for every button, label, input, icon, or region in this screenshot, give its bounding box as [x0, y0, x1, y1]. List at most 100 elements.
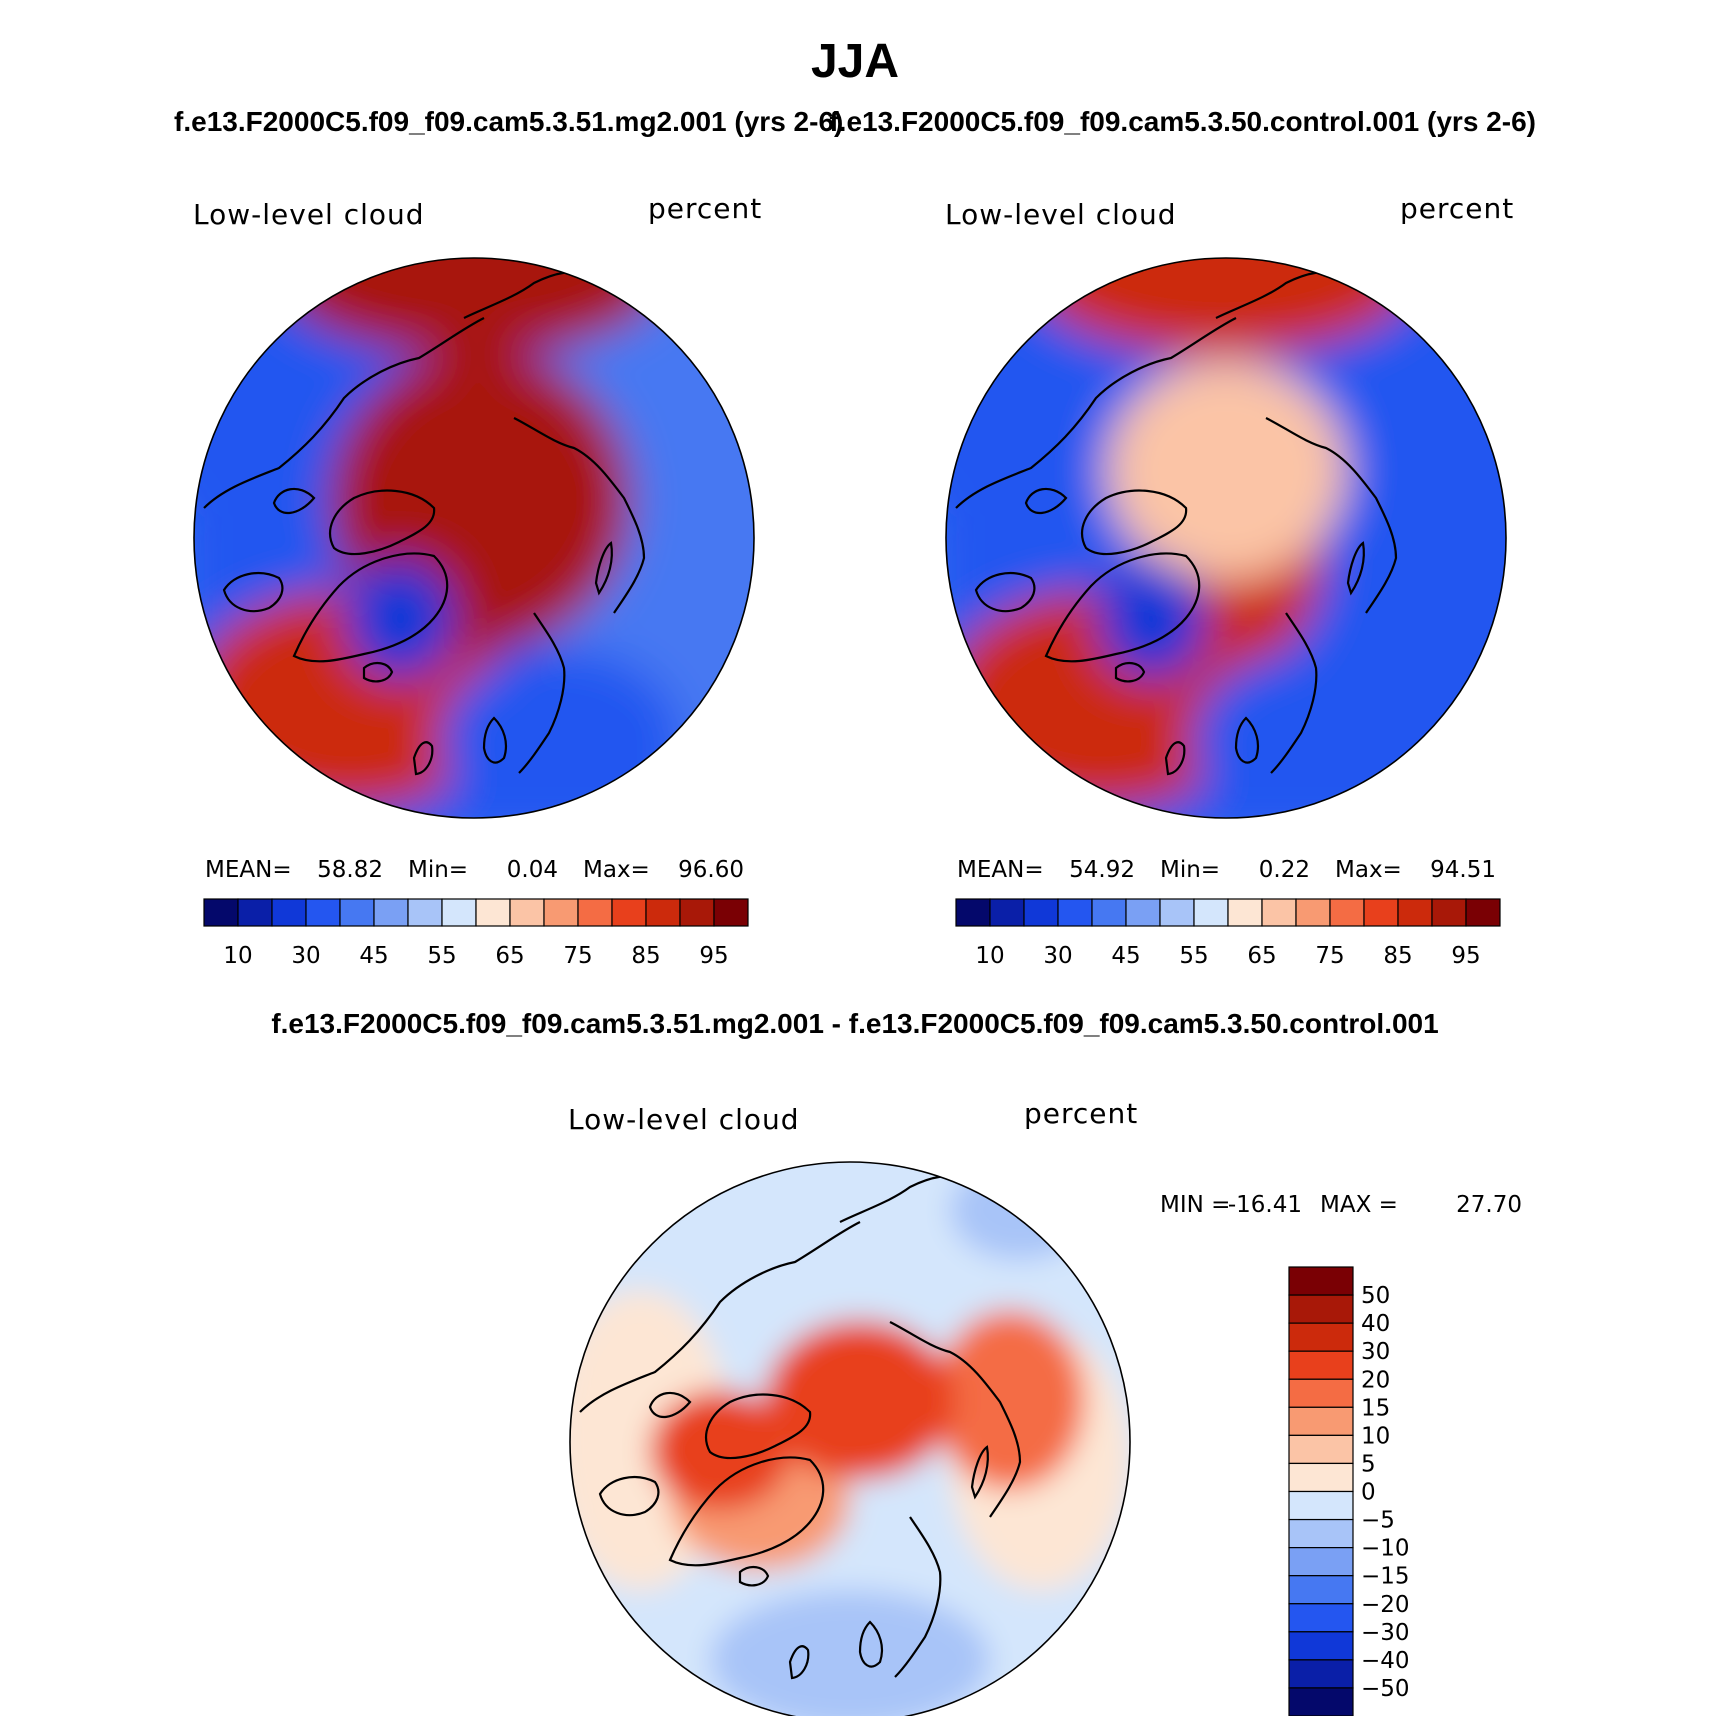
panel3-colorbar-tick-label: 50 [1361, 1283, 1390, 1309]
panel3-colorbar-tick-label: 0 [1361, 1480, 1376, 1506]
panel2-region-greenland [1097, 560, 1207, 680]
panel3-colorbar-tick-label: −15 [1361, 1564, 1410, 1590]
panel1-colorbar-swatch [305, 898, 341, 927]
panel2-colorbar-swatch [1431, 898, 1467, 927]
panel3-variable-label: Low-level cloud [568, 1103, 800, 1136]
panel3-colorbar-swatch [1288, 1490, 1354, 1521]
panel2-region-north-america [946, 300, 1122, 540]
panel2-colorbar-tick-label: 95 [1451, 943, 1480, 969]
panel2-mean-value: 54.92 [1069, 857, 1135, 883]
panel1-colorbar-tick-label: 55 [427, 943, 456, 969]
panel1-map [193, 257, 755, 819]
panel1-colorbar-swatch [203, 898, 239, 927]
panel2-region-siberia [1272, 260, 1506, 780]
panel2-stats: MEAN= 54.92 Min= 0.22 Max= 94.51 [957, 857, 1496, 883]
panel2-colorbar-swatch [1193, 898, 1229, 927]
panel3-colorbar-tick-label: −30 [1361, 1620, 1410, 1646]
panel2-colorbar-tick-label: 65 [1247, 943, 1276, 969]
panel1-colorbar-swatch [611, 898, 647, 927]
panel3-colorbar-tick-label: 40 [1361, 1311, 1390, 1337]
panel3-colorbar-swatch [1288, 1434, 1354, 1465]
panel1-colorbar-tick-label: 10 [223, 943, 252, 969]
panel1-max-value: 96.60 [678, 857, 744, 883]
panel2-colorbar-tick-label: 30 [1043, 943, 1072, 969]
panel2-colorbar-swatch [1363, 898, 1399, 927]
panel3-colorbar-tick-label: −5 [1361, 1508, 1395, 1534]
panel3-colorbar-tick-label: −40 [1361, 1648, 1410, 1674]
panel1-colorbar-swatch [713, 898, 749, 927]
panel2-min-value: 0.22 [1259, 857, 1310, 883]
panel1-colorbar-swatch [645, 898, 681, 927]
panel1-colorbar-tick-label: 30 [291, 943, 320, 969]
panel3-colorbar-swatch [1288, 1266, 1354, 1296]
panel2-colorbar-swatch [1261, 898, 1297, 927]
panel1-colorbar-tick-label: 65 [495, 943, 524, 969]
panel2-colorbar-swatch [1159, 898, 1195, 927]
panel2-region-north-pacific [1032, 258, 1412, 355]
panel2-colorbar-swatch [1057, 898, 1093, 927]
panel2-colorbar-tick-label: 75 [1315, 943, 1344, 969]
panel3-region-europe [710, 1590, 990, 1716]
panel1-colorbar-tick-label: 85 [631, 943, 660, 969]
panel1-max-label: Max= [583, 857, 650, 883]
panel3-colorbar-tick-label: −20 [1361, 1592, 1410, 1618]
panel2-colorbar-swatch [1125, 898, 1161, 927]
panel3-colorbar-swatch [1288, 1603, 1354, 1633]
panel2-colorbar: 10 30 45 55 65 75 85 95 [955, 898, 1501, 969]
panel1-region-siberia [520, 260, 754, 780]
panel3-colorbar-swatch [1288, 1462, 1354, 1493]
panel1-region-north-america [194, 300, 370, 540]
panel3-colorbar-swatch [1288, 1406, 1354, 1436]
panel3-colorbar-swatch [1288, 1322, 1354, 1352]
panel3-colorbar-tick-label: −10 [1361, 1536, 1410, 1562]
panel2-colorbar-swatch [1397, 898, 1433, 927]
panel1-units-label: percent [648, 192, 763, 225]
subtitle-right-case: f.e13.F2000C5.f09_f09.cam5.3.50.control.… [829, 106, 1536, 137]
panel3-colorbar-swatch [1288, 1518, 1354, 1549]
panel3-map [569, 1161, 1131, 1716]
panel2-region-scandinavia [1192, 650, 1432, 818]
panel2-max-label: Max= [1335, 857, 1402, 883]
panel3-region-archipelago [650, 1390, 790, 1510]
panel1-colorbar-swatch [339, 898, 375, 927]
panel1-colorbar-swatch [475, 898, 511, 927]
panel2-map [945, 257, 1507, 819]
panel3-colorbar-tick-label: 30 [1361, 1339, 1390, 1365]
panel3-colorbar-tick-label: 20 [1361, 1367, 1390, 1393]
panel3-region-north-pacific [950, 1162, 1090, 1260]
panel1-mean-value: 58.82 [317, 857, 383, 883]
panel2-colorbar-tick-label: 55 [1179, 943, 1208, 969]
panel1-colorbar-tick-label: 45 [359, 943, 388, 969]
panel3-colorbar-swatch [1288, 1575, 1354, 1605]
panel3-units-label: percent [1024, 1097, 1139, 1130]
panel1-colorbar-swatch [577, 898, 613, 927]
panel3-max-value: 27.70 [1456, 1192, 1522, 1218]
panel1-disk-border [193, 257, 755, 819]
panel2-min-label: Min= [1160, 857, 1220, 883]
panel3-colorbar-tick-label: 10 [1361, 1423, 1390, 1449]
panel2-colorbar-swatch [1227, 898, 1263, 927]
panel2-colorbar-swatch [1329, 898, 1365, 927]
panel2-colorbar-swatch [989, 898, 1025, 927]
panel1-region-north-pacific [280, 258, 660, 355]
panel1-min-label: Min= [408, 857, 468, 883]
panel3-colorbar-swatch [1288, 1294, 1354, 1324]
panel1-colorbar-swatch [543, 898, 579, 927]
panel2-disk-border [945, 257, 1507, 819]
panel1-colorbar-swatch [407, 898, 443, 927]
panel3-colorbar-swatch [1288, 1687, 1354, 1716]
panel3-colorbar-swatch [1288, 1378, 1354, 1408]
top-subtitle: f.e13.F2000C5.f09_f09.cam5.3.51.mg2.001 … [0, 106, 1710, 138]
panel3-colorbar-swatch [1288, 1350, 1354, 1380]
panel2-colorbar-tick-label: 45 [1111, 943, 1140, 969]
difference-subtitle: f.e13.F2000C5.f09_f09.cam5.3.51.mg2.001 … [271, 1008, 1439, 1039]
panel1-colorbar: 10 30 45 55 65 75 85 95 [203, 898, 749, 969]
panel3-colorbar-swatch [1288, 1631, 1354, 1661]
panel1-colorbar-swatch [679, 898, 715, 927]
main-title: JJA [810, 35, 900, 88]
panel1-min-value: 0.04 [507, 857, 558, 883]
panel3-min-label: MIN = [1160, 1192, 1230, 1218]
panel3-min-value: -16.41 [1228, 1192, 1302, 1218]
